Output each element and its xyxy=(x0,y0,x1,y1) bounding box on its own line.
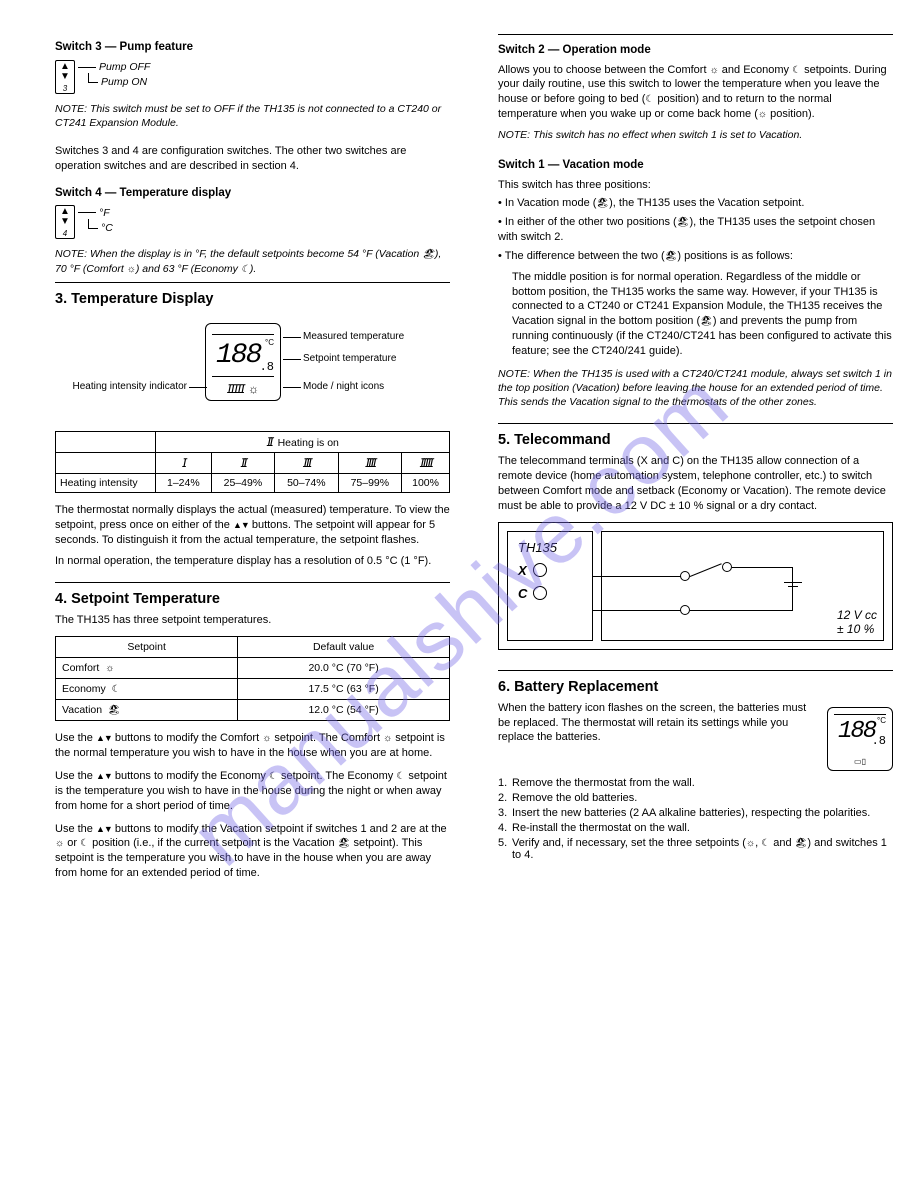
section4-title: 4. Setpoint Temperature xyxy=(55,591,450,607)
switch4-icon: ▲▼ 4 xyxy=(55,205,75,239)
heat-row-label: Heating intensity xyxy=(56,474,156,493)
sp-v1: 20.0 °C (70 °F) xyxy=(238,658,450,679)
lcd-battery-icon: 188 °C .8 ▭▯ xyxy=(827,707,893,771)
heat-c1: 1–24% xyxy=(156,474,212,493)
divider xyxy=(498,670,893,671)
heat-c4: 75–99% xyxy=(338,474,401,493)
lcd-mode-label: Mode / night icons xyxy=(303,381,384,392)
switch4-num: 4 xyxy=(56,229,74,238)
heat-c2: 25–49% xyxy=(211,474,274,493)
sw4-up-label: °F xyxy=(99,207,110,219)
heat-table-header: Heating is on xyxy=(278,437,339,449)
sp-s2: Use the ▲▼ buttons to modify the Economy… xyxy=(55,769,450,814)
sp-v2: 17.5 °C (63 °F) xyxy=(238,679,450,700)
section5-title: 5. Telecommand xyxy=(498,432,893,448)
sp-s1: Use the ▲▼ buttons to modify the Comfort… xyxy=(55,731,450,761)
divider xyxy=(498,423,893,424)
sp-v3: 12.0 °C (54 °F) xyxy=(238,700,450,721)
telecommand-diagram: TH135 X C 12 V xyxy=(498,522,893,650)
section3-title: 3. Temperature Display xyxy=(55,291,450,307)
temp-body1: The thermostat normally displays the act… xyxy=(55,503,450,548)
sw2-title: Switch 2 — Operation mode xyxy=(498,43,893,59)
section6-title: 6. Battery Replacement xyxy=(498,679,893,695)
sw2-body: Allows you to choose between the Comfort… xyxy=(498,63,893,122)
sw1-note: NOTE: When the TH135 is used with a CT24… xyxy=(498,367,893,410)
sw3-footnote: NOTE: This switch must be set to OFF if … xyxy=(55,102,450,130)
heat-c3: 50–74% xyxy=(275,474,338,493)
sp-h1: Setpoint xyxy=(56,637,238,658)
step-2: Remove the old batteries. xyxy=(512,792,893,804)
tc-voltage-label: 12 V cc ± 10 % xyxy=(837,608,877,636)
switch3-icon: ▲▼ 3 xyxy=(55,60,75,94)
heat-c5: 100% xyxy=(402,474,450,493)
right-column: Switch 2 — Operation mode Allows you to … xyxy=(498,28,893,864)
left-column: Switch 3 — Pump feature ▲▼ 3 Pump OFF Pu… xyxy=(55,40,450,881)
setpoint-table: Setpoint Default value Comfort ☼20.0 °C … xyxy=(55,636,450,721)
lcd-heat-label: Heating intensity indicator xyxy=(67,381,187,392)
battery-steps: 1.Remove the thermostat from the wall. 2… xyxy=(498,777,893,861)
step-1: Remove the thermostat from the wall. xyxy=(512,777,893,789)
sw4-dn-label: °C xyxy=(101,222,113,234)
sw2-note: NOTE: This switch has no effect when swi… xyxy=(498,128,893,142)
sw4-title: Switch 4 — Temperature display xyxy=(55,186,450,202)
setpoint-intro: The TH135 has three setpoint temperature… xyxy=(55,613,450,628)
sp-h2: Default value xyxy=(238,637,450,658)
step-3: Insert the new batteries (2 AA alkaline … xyxy=(512,807,893,819)
sw3-up-label: Pump OFF xyxy=(99,61,150,73)
divider xyxy=(498,34,893,35)
telecommand-body: The telecommand terminals (X and C) on t… xyxy=(498,454,893,513)
sw3-title: Switch 3 — Pump feature xyxy=(55,40,450,56)
divider xyxy=(55,282,450,283)
sw1-intro: This switch has three positions: xyxy=(498,178,893,193)
lcd-measured-label: Measured temperature xyxy=(303,331,404,342)
lcd-setpoint-label: Setpoint temperature xyxy=(303,353,396,364)
step-4: Re-install the thermostat on the wall. xyxy=(512,822,893,834)
sw4-footnote: NOTE: When the display is in °F, the def… xyxy=(55,247,450,276)
tc-title: TH135 xyxy=(518,540,582,555)
sw1-sub: The middle position is for normal operat… xyxy=(512,270,893,359)
step-5: Verify and, if necessary, set the three … xyxy=(512,837,893,861)
switch3-num: 3 xyxy=(56,84,74,93)
temp-body2: In normal operation, the temperature dis… xyxy=(55,554,450,569)
divider xyxy=(55,582,450,583)
sw1-title: Switch 1 — Vacation mode xyxy=(498,158,893,174)
lcd-display: 188 °C .8 𝘐𝘐𝘐𝘐𝘐 ☼ xyxy=(205,323,281,401)
sw-intro: Switches 3 and 4 are configuration switc… xyxy=(55,144,450,174)
sw3-dn-label: Pump ON xyxy=(101,76,147,88)
sp-s3: Use the ▲▼ buttons to modify the Vacatio… xyxy=(55,822,450,881)
heating-intensity-table: 𝘐𝘐 Heating is on 𝘐 𝘐𝘐 𝘐𝘐𝘐 𝘐𝘐𝘐𝘐 𝘐𝘐𝘐𝘐𝘐 Hea… xyxy=(55,431,450,493)
